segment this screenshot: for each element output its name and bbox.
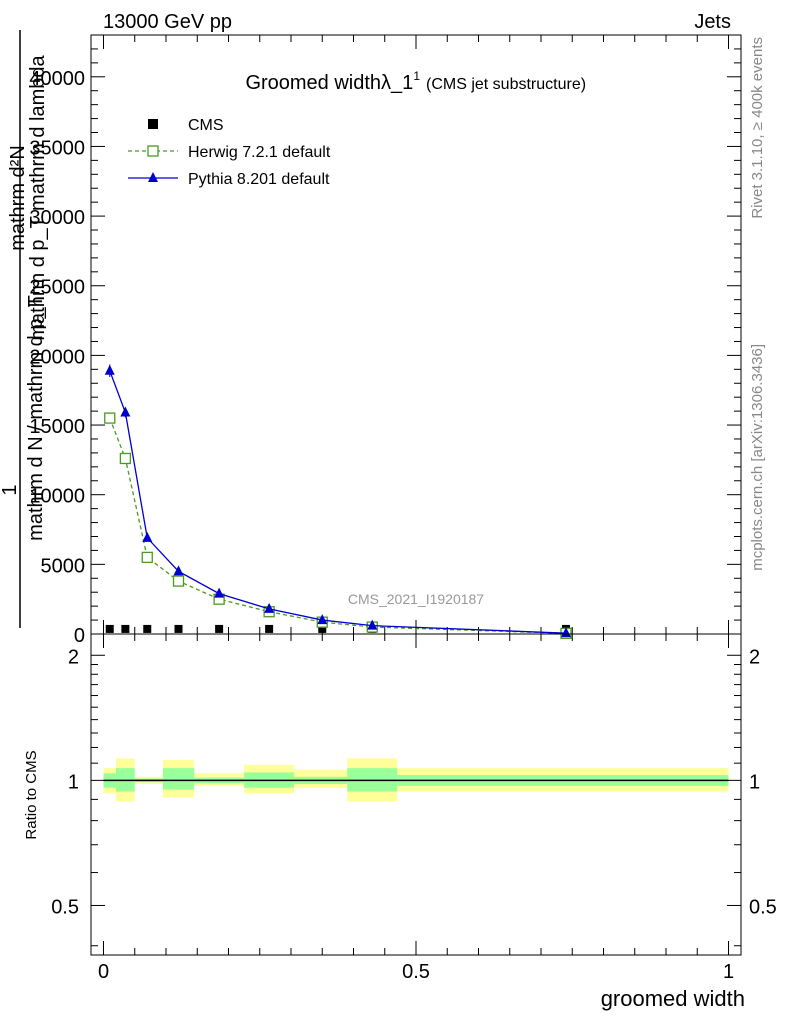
x-tick-label: 0: [98, 961, 109, 983]
chart-title-text: Groomed widthλ_1: [245, 72, 413, 94]
data-point: [173, 565, 184, 576]
ratio-plot-panel: 0.5 0.5 1 1 2 2 0 0.5 1 Ratio to CMS groomed wid…: [23, 633, 777, 1011]
y-tick-label: 30000: [29, 207, 85, 229]
x-tick-label: 1: [723, 961, 734, 983]
data-point: [143, 624, 152, 633]
data-point: [174, 624, 183, 633]
legend-label: Herwig 7.2.1 default: [188, 144, 331, 161]
series-line: [109, 417, 567, 634]
ratio-y-tick-label-right: 2: [749, 646, 760, 668]
rivet-label: Rivet 3.1.10, ≥ 400k events: [749, 37, 766, 219]
legend-marker: [148, 172, 158, 182]
legend-label: Pythia 8.201 default: [188, 171, 330, 188]
series-herwig: [104, 412, 572, 639]
mcplots-label: mcplots.cern.ch [arXiv:1306.3436]: [749, 344, 766, 571]
series-pythia: [104, 364, 571, 638]
data-point: [121, 624, 130, 633]
x-axis-label: groomed width: [601, 986, 745, 1011]
data-point: [104, 364, 115, 375]
data-point: [265, 624, 274, 633]
process-label: Jets: [694, 11, 731, 33]
ylabel-mid: mathrm d p_T mathrm d lambda: [27, 54, 49, 340]
series-line: [109, 370, 567, 634]
y-tick-label: 5000: [41, 555, 86, 577]
ylabel-den: mathrm d N / mathrm d p_T: [25, 295, 47, 541]
data-point: [367, 619, 378, 630]
analysis-watermark: CMS_2021_I1920187: [348, 591, 484, 607]
data-point: [119, 452, 132, 465]
data-point: [105, 624, 114, 633]
x-tick-label: 0.5: [402, 961, 430, 983]
y-tick-label: 15000: [29, 416, 85, 438]
main-plot-panel: 0 5000 10000 15000 20000 25000 30000 35000 40000…: [29, 34, 742, 647]
y-tick-label: 40000: [29, 68, 85, 90]
data-point: [172, 575, 185, 587]
legend-marker: [148, 119, 158, 129]
legend-marker: [147, 145, 159, 157]
data-point: [215, 624, 224, 633]
data-point: [104, 412, 116, 424]
ratio-axes: 0.5 0.5 1 1 2 2 0 0.5 1: [51, 634, 777, 983]
data-point: [561, 627, 571, 638]
ratio-y-tick-label-right: 0.5: [749, 896, 777, 918]
ratio-y-tick-label: 2: [68, 646, 79, 668]
ylabel-top: mathrm d²N: [7, 145, 29, 251]
main-x-ticks: [103, 35, 729, 634]
ratio-y-tick-label: 0.5: [51, 896, 79, 918]
data-point: [317, 614, 328, 625]
energy-label: 13000 GeV pp: [103, 11, 232, 33]
ratio-ylabel: Ratio to CMS: [23, 750, 40, 839]
inner-band: [162, 768, 195, 790]
data-point: [120, 406, 131, 417]
ylabel-num: 1: [0, 484, 21, 495]
y-tick-label: 25000: [29, 277, 85, 299]
ratio-y-tick-label: 1: [68, 771, 79, 793]
chart-title: Groomed widthλ_11: [245, 69, 420, 94]
ratio-y-tick-label-right: 1: [749, 771, 760, 793]
ratio-bands: [103, 758, 729, 802]
chart-title-superscript: 1: [413, 69, 420, 83]
y-tick-label: 0: [74, 625, 85, 647]
data-point: [141, 551, 153, 564]
legend: CMS Herwig 7.2.1 default Pythia 8.201 defa…: [128, 117, 331, 188]
y-tick-label: 20000: [29, 346, 85, 368]
y-tick-label: 35000: [29, 137, 85, 159]
y-tick-label: 10000: [29, 486, 85, 508]
data-point: [214, 587, 225, 598]
main-series: [104, 364, 572, 639]
data-point: [318, 624, 327, 633]
legend-label: CMS: [188, 117, 224, 134]
main-y-axis: 0 5000 10000 15000 20000 25000 30000 35000 40000: [29, 48, 741, 647]
chart-subtitle: (CMS jet substructure): [426, 76, 586, 93]
data-point: [142, 531, 153, 542]
data-point: [264, 602, 275, 613]
